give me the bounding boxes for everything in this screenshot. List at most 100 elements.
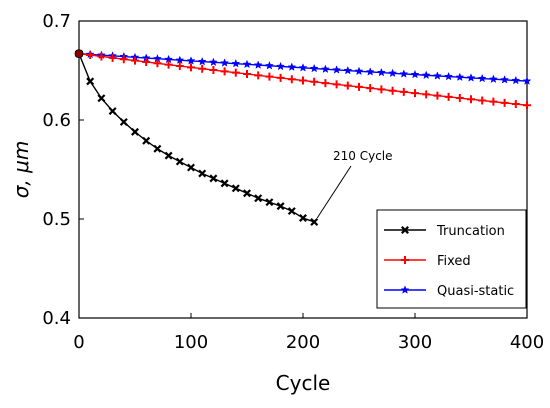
data-point xyxy=(399,87,408,96)
data-point xyxy=(197,56,207,66)
data-point xyxy=(377,85,386,94)
data-point xyxy=(299,214,307,222)
data-point xyxy=(399,69,409,78)
data-point xyxy=(309,63,319,73)
x-tick-label: 200 xyxy=(286,332,320,353)
y-tick-label: 0.5 xyxy=(42,209,71,230)
data-point xyxy=(220,58,230,67)
legend-marker xyxy=(401,256,409,264)
data-point xyxy=(254,71,263,80)
data-point xyxy=(97,94,106,103)
data-point xyxy=(354,66,364,76)
data-point xyxy=(142,57,151,66)
data-point xyxy=(231,68,240,77)
legend-item: Truncation xyxy=(384,224,505,239)
data-point xyxy=(287,207,296,216)
data-point xyxy=(119,55,128,64)
data-point xyxy=(231,184,240,193)
data-point xyxy=(175,55,185,65)
start-point-marker xyxy=(74,49,84,59)
data-point xyxy=(175,62,184,71)
y-axis-title: σ, μm xyxy=(9,141,33,199)
data-point xyxy=(287,62,297,71)
data-point xyxy=(198,169,207,178)
data-point xyxy=(422,90,431,99)
legend-label: Quasi-static xyxy=(437,284,514,299)
data-point xyxy=(455,94,464,103)
legend-marker xyxy=(401,226,409,234)
data-point xyxy=(320,64,330,74)
data-point xyxy=(511,75,521,85)
data-point xyxy=(332,65,342,74)
legend-item: Quasi-static xyxy=(384,284,514,299)
data-point xyxy=(433,91,442,100)
annotation-label: 210 Cycle xyxy=(333,149,393,163)
data-point xyxy=(466,73,476,82)
data-point xyxy=(164,151,173,160)
data-point xyxy=(478,96,487,105)
data-point xyxy=(444,92,453,101)
data-point xyxy=(243,69,251,78)
data-point xyxy=(343,81,352,90)
data-point xyxy=(388,86,397,95)
data-point xyxy=(276,61,286,71)
data-point xyxy=(220,67,229,76)
data-point xyxy=(131,56,139,65)
data-point xyxy=(276,202,285,211)
y-tick-label: 0.6 xyxy=(42,110,71,131)
data-point xyxy=(299,76,307,85)
series-fixed xyxy=(75,49,531,110)
data-point xyxy=(208,57,218,67)
data-point xyxy=(321,79,330,88)
data-point xyxy=(187,63,195,72)
data-point xyxy=(523,101,531,110)
data-point xyxy=(488,74,498,84)
data-point xyxy=(298,63,308,72)
data-point xyxy=(388,68,398,78)
data-point xyxy=(97,52,106,61)
data-point xyxy=(411,89,419,98)
data-point xyxy=(254,194,263,203)
data-point xyxy=(108,53,117,62)
x-tick-label: 400 xyxy=(510,332,544,353)
data-point xyxy=(310,217,319,226)
data-point xyxy=(343,65,353,75)
series-truncation xyxy=(75,49,319,226)
series-line xyxy=(78,53,315,223)
data-point xyxy=(455,72,465,82)
data-point xyxy=(287,75,296,84)
data-point xyxy=(355,82,363,91)
data-point xyxy=(164,60,173,69)
data-point xyxy=(264,61,274,70)
legend-item: Fixed xyxy=(384,254,471,269)
data-point xyxy=(265,72,274,81)
data-point xyxy=(467,95,475,104)
data-point xyxy=(119,118,128,126)
data-point xyxy=(276,73,285,82)
x-axis: 0 100 200 300 400 xyxy=(73,313,544,353)
legend-label: Truncation xyxy=(436,224,505,239)
data-point xyxy=(220,179,229,188)
legend-marker xyxy=(400,285,410,294)
data-point xyxy=(511,100,520,109)
legend: Truncation Fixed Quasi-static xyxy=(376,209,527,309)
y-tick-label: 0.7 xyxy=(42,11,71,32)
annotation-leader-line xyxy=(316,165,352,219)
x-tick-label: 0 xyxy=(73,332,84,353)
data-point xyxy=(253,60,263,69)
data-point xyxy=(231,58,241,68)
data-point xyxy=(187,163,195,172)
y-tick-label: 0.4 xyxy=(42,308,71,329)
data-point xyxy=(86,51,95,60)
data-point xyxy=(310,77,319,86)
legend-label: Fixed xyxy=(437,254,471,269)
data-point xyxy=(365,67,375,76)
data-point xyxy=(376,67,386,77)
data-point xyxy=(243,189,251,198)
data-point xyxy=(432,71,442,80)
x-axis-title: Cycle xyxy=(276,371,331,395)
x-tick-label: 100 xyxy=(174,332,208,353)
data-point xyxy=(175,157,184,166)
annotation: 210 Cycle xyxy=(316,149,393,219)
